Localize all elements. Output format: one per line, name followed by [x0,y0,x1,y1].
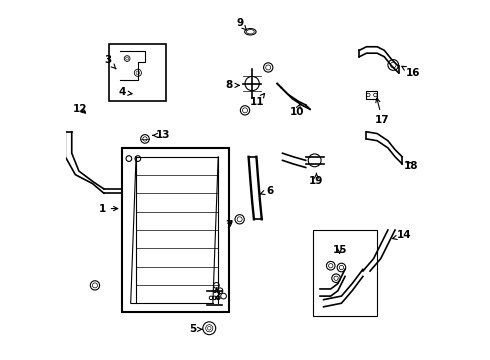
Text: 15: 15 [332,245,347,255]
Text: 1: 1 [98,203,118,213]
Text: 13: 13 [153,130,170,140]
Text: 8: 8 [225,80,239,90]
Text: 18: 18 [404,161,418,171]
Text: 10: 10 [290,104,304,117]
Bar [109,44,167,102]
Text: 12: 12 [73,104,87,113]
Text: 6: 6 [260,186,273,196]
Text: 2: 2 [213,288,220,301]
Text: 3: 3 [104,55,116,69]
Text: 7: 7 [225,220,233,230]
Bar [122,148,229,312]
Text: 14: 14 [392,230,411,240]
Text: 9: 9 [236,18,246,30]
Bar [313,230,377,316]
Text: 16: 16 [402,66,420,78]
Text: 5: 5 [190,324,202,334]
Text: 4: 4 [118,87,132,98]
Text: 19: 19 [309,174,323,186]
Text: 17: 17 [375,98,390,125]
Text: 11: 11 [250,94,265,107]
